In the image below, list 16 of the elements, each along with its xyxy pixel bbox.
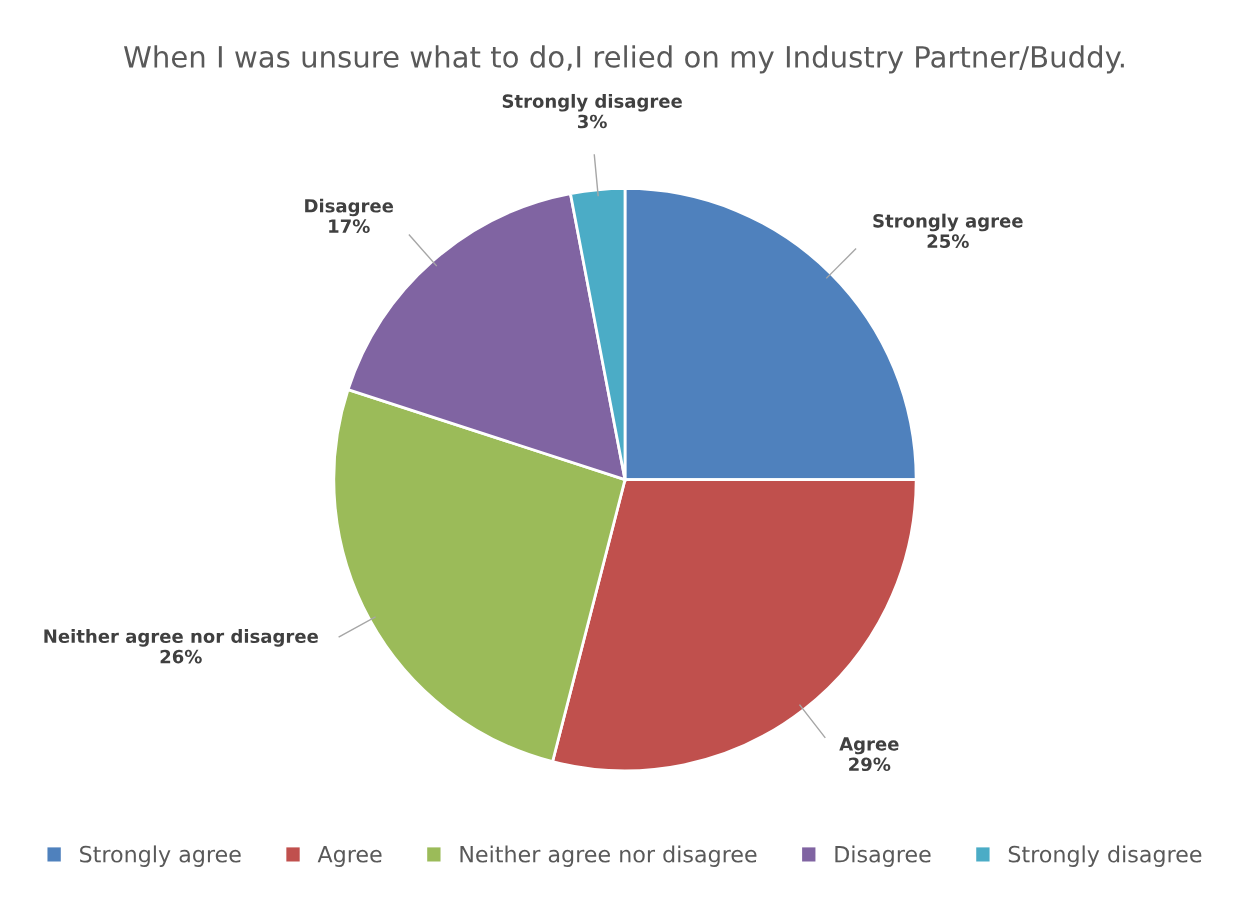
slice-label: Neither agree nor disagree	[44, 629, 318, 647]
legend-label: Disagree	[835, 845, 931, 867]
data-label: 3%	[578, 114, 607, 129]
legend-label: Strongly disagree	[1008, 845, 1202, 867]
chart-title: When I was unsure what to do,I relied on my Industry Partner/Buddy.	[123, 45, 1124, 74]
data-label: 26%	[160, 649, 202, 664]
slice-label: Strongly disagree	[502, 93, 682, 112]
legend-label: Neither agree nor disagree	[460, 845, 757, 867]
slice-label: Agree	[839, 737, 899, 755]
data-label: 25%	[927, 234, 969, 248]
legend-label: Agree	[317, 846, 382, 867]
slice-label: Strongly agree	[873, 213, 1023, 232]
data-label: 29%	[849, 757, 891, 772]
legend-label: Strongly agree	[80, 845, 241, 867]
data-label: 17%	[329, 219, 370, 233]
slice-label: Disagree	[305, 198, 394, 217]
